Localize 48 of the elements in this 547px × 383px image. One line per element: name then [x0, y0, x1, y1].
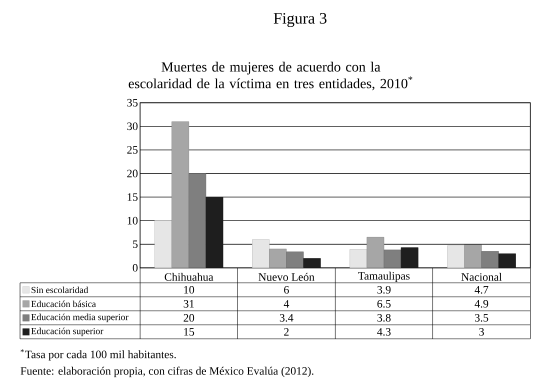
x-tick-label: Tamaulipas	[358, 272, 410, 282]
y-tick-label: 5	[133, 240, 138, 248]
data-label: 3.5	[475, 314, 488, 322]
data-label: 6	[284, 286, 289, 294]
bar	[481, 251, 499, 268]
bar	[188, 173, 206, 268]
bar	[447, 246, 465, 268]
y-tick-label: 20	[127, 170, 138, 178]
bar	[252, 239, 270, 268]
y-tick-label: 25	[127, 146, 138, 154]
data-label: 4.3	[377, 328, 391, 336]
x-tick-label: Nacional	[461, 272, 502, 281]
y-tick-label: 0	[132, 264, 138, 272]
bar	[350, 249, 368, 268]
data-label: 3.9	[377, 286, 391, 294]
data-label: 20	[184, 314, 194, 322]
legend-label: Educación básica	[31, 300, 96, 308]
legend-label: Educación media superior	[31, 314, 128, 322]
text: $^{*}$Tasa por cada 100 mil habitantes.	[20, 349, 176, 361]
x-tick-label: Nuevo León	[258, 272, 314, 281]
data-label: 4.9	[474, 300, 488, 308]
x-tick-label: Chihuahua	[164, 272, 214, 281]
y-tick-label: 35	[127, 98, 138, 107]
legend-label: Educación superior	[31, 328, 104, 336]
y-tick-label: 30	[127, 122, 138, 130]
data-label: 3	[479, 328, 484, 336]
data-label: 4	[284, 300, 290, 308]
data-label: 6.5	[377, 300, 391, 308]
chart-subtitle: Muertes de mujeres de acuerdo con la escolaridad de la víctima en tres entidades, 2010$^{*}$	[128, 62, 412, 90]
bar	[366, 237, 384, 268]
y-tick-label: 10	[128, 216, 138, 225]
chart-title: Figura 3	[274, 13, 326, 28]
legend-label: Sin escolaridad	[32, 286, 88, 294]
y-tick-label: 15	[128, 193, 138, 201]
data-label: 10	[184, 286, 194, 294]
bar	[286, 252, 304, 268]
data-label: 3.4	[280, 314, 294, 322]
data-label: 31	[184, 300, 194, 308]
data-label: 15	[184, 328, 194, 336]
bar	[384, 250, 402, 268]
data-label: 4.7	[474, 286, 488, 294]
data-label: 3.8	[377, 314, 391, 322]
bar	[172, 121, 190, 268]
bar	[154, 220, 172, 268]
bar	[269, 248, 287, 268]
source-note: Fuente: elaboración propia, con cifras de México Evalúa (2012).	[20, 366, 314, 378]
bar	[464, 244, 482, 268]
data-label: 2	[284, 328, 289, 336]
